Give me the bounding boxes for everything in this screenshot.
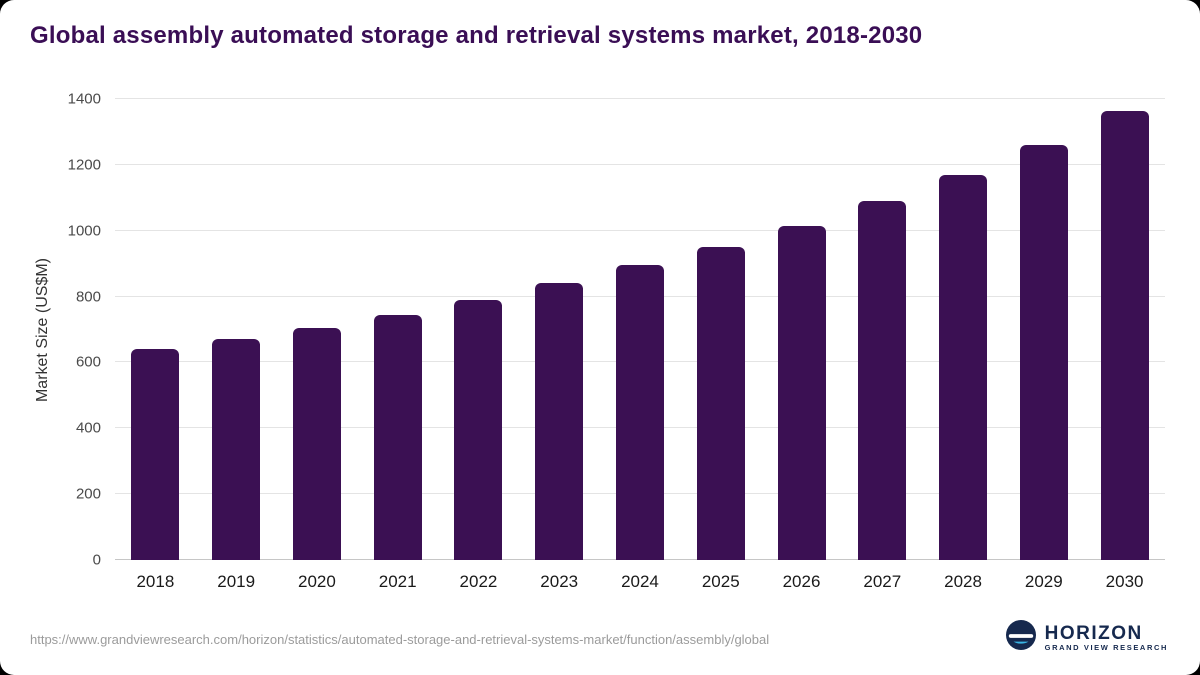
y-tick-label-600: 600 — [75, 353, 101, 371]
y-tick-label-800: 800 — [75, 288, 101, 306]
x-label-column-2030: 2030 — [1084, 572, 1165, 592]
x-label-column-2021: 2021 — [357, 572, 438, 592]
bar-2025 — [696, 247, 745, 560]
x-tick-label-2024: 2024 — [621, 572, 659, 591]
x-tick-label-2028: 2028 — [944, 572, 982, 591]
bar-2024 — [615, 265, 664, 560]
x-label-column-2028: 2028 — [923, 572, 1004, 592]
y-axis-label: Market Size (US$M) — [34, 257, 51, 402]
horizon-logo-text: HORIZON GRAND VIEW RESEARCH — [1044, 622, 1168, 652]
bar-column-2024 — [600, 99, 681, 560]
bar-column-2027 — [842, 99, 923, 560]
bar-column-2029 — [1003, 99, 1084, 560]
y-tick-label-200: 200 — [75, 485, 101, 503]
x-label-column-2018: 2018 — [115, 572, 196, 592]
bar-2019 — [212, 339, 261, 560]
x-label-column-2019: 2019 — [196, 572, 277, 592]
bar-2027 — [858, 201, 907, 560]
x-label-column-2026: 2026 — [761, 572, 842, 592]
bar-2029 — [1019, 145, 1068, 560]
y-tick-label-1400: 1400 — [67, 90, 101, 108]
chart-title: Global assembly automated storage and re… — [30, 22, 923, 49]
bar-column-2030 — [1084, 99, 1165, 560]
x-tick-label-2021: 2021 — [378, 572, 417, 591]
bar-column-2028 — [923, 99, 1004, 560]
x-tick-label-2030: 2030 — [1105, 572, 1144, 591]
bar-2028 — [939, 174, 988, 560]
horizon-logo: HORIZON GRAND VIEW RESEARCH — [1005, 620, 1168, 655]
bar-2026 — [777, 225, 826, 560]
x-label-column-2022: 2022 — [438, 572, 519, 592]
x-label-column-2024: 2024 — [600, 572, 681, 592]
horizon-logo-icon — [1005, 620, 1036, 655]
x-tick-label-2027: 2027 — [863, 572, 902, 591]
y-tick-label-1000: 1000 — [67, 222, 101, 240]
bar-column-2018 — [115, 99, 196, 560]
y-tick-label-1200: 1200 — [67, 156, 101, 174]
bar-column-2020 — [277, 99, 358, 560]
x-label-column-2020: 2020 — [277, 572, 358, 592]
bar-column-2023 — [519, 99, 600, 560]
bar-column-2022 — [438, 99, 519, 560]
x-tick-label-2020: 2020 — [298, 572, 336, 591]
bar-column-2019 — [196, 99, 277, 560]
bar-column-2021 — [357, 99, 438, 560]
bar-2023 — [535, 283, 584, 560]
x-tick-label-2029: 2029 — [1024, 572, 1063, 591]
x-axis-labels: 2018 2019 2020 2021 2022 2023 2024 2025 2026 2027… — [115, 572, 1165, 592]
x-label-column-2029: 2029 — [1003, 572, 1084, 592]
bar-2021 — [373, 314, 422, 560]
gridline-1400 — [115, 98, 1165, 99]
gridline-1200 — [115, 163, 1165, 165]
bar-2030 — [1100, 110, 1149, 560]
x-label-column-2025: 2025 — [680, 572, 761, 592]
y-tick-label-400: 400 — [75, 419, 101, 437]
x-tick-label-2023: 2023 — [540, 572, 579, 591]
bar-chart-plot-area: Market Size (US$M) 0 200 400 600 800 1000 1200… — [34, 91, 1165, 591]
x-tick-label-2025: 2025 — [701, 572, 740, 591]
x-tick-label-2018: 2018 — [136, 572, 175, 591]
bar-column-2025 — [680, 99, 761, 560]
x-label-column-2027: 2027 — [842, 572, 923, 592]
x-tick-label-2026: 2026 — [782, 572, 821, 591]
x-label-column-2023: 2023 — [519, 572, 600, 592]
source-url: https://www.grandviewresearch.com/horizo… — [30, 632, 770, 647]
bars-layer — [115, 99, 1165, 560]
horizon-logo-title: HORIZON — [1044, 622, 1143, 644]
x-tick-label-2022: 2022 — [459, 572, 498, 591]
bar-2022 — [454, 299, 503, 560]
bar-2018 — [131, 349, 180, 560]
bar-2020 — [292, 327, 341, 560]
x-tick-label-2019: 2019 — [217, 572, 256, 591]
bar-column-2026 — [761, 99, 842, 560]
gridline-1000 — [115, 229, 1165, 231]
y-tick-label-0: 0 — [92, 551, 101, 569]
horizon-logo-subtitle: GRAND VIEW RESEARCH — [1044, 642, 1168, 652]
